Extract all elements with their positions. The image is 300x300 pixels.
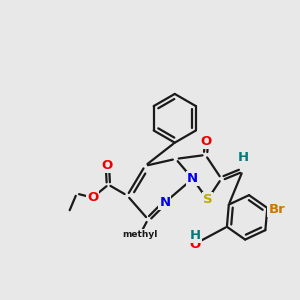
- Text: S: S: [203, 193, 212, 206]
- Text: N: N: [159, 196, 170, 209]
- Text: H: H: [190, 229, 201, 242]
- Text: Br: Br: [268, 203, 285, 216]
- Text: methyl: methyl: [122, 230, 158, 239]
- Text: H: H: [238, 152, 249, 164]
- Text: O: O: [102, 159, 113, 172]
- Text: O: O: [87, 191, 98, 204]
- Text: O: O: [201, 135, 212, 148]
- Text: N: N: [187, 172, 198, 185]
- Text: O: O: [189, 238, 200, 250]
